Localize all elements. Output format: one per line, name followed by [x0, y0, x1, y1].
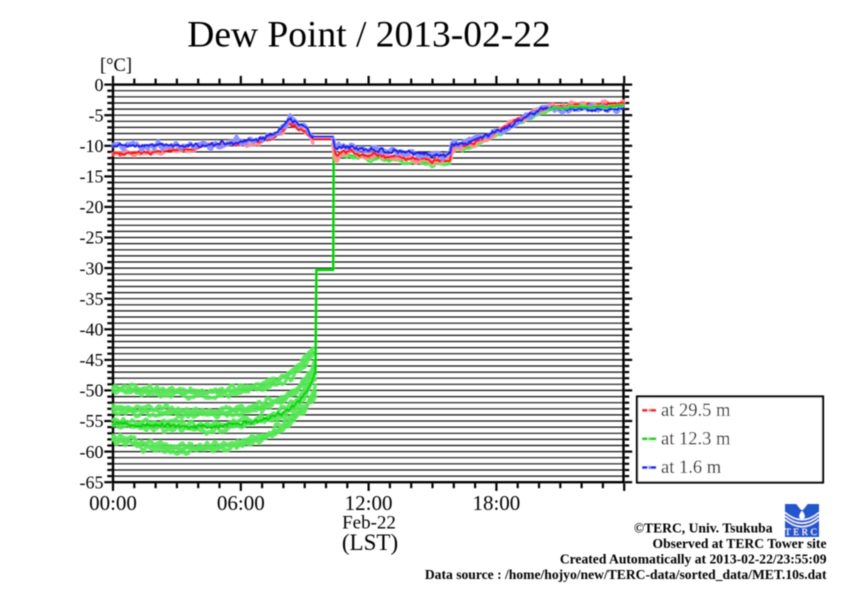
- svg-text:Observed at TERC Tower site: Observed at TERC Tower site: [653, 536, 827, 551]
- svg-text:0: 0: [95, 75, 104, 95]
- svg-text:-50: -50: [80, 381, 104, 401]
- svg-text:TERC: TERC: [785, 528, 820, 538]
- svg-text:-40: -40: [80, 320, 104, 340]
- svg-text:-15: -15: [80, 167, 104, 187]
- svg-text:-35: -35: [80, 289, 104, 309]
- svg-text:-30: -30: [80, 258, 104, 278]
- svg-text:12:00: 12:00: [345, 491, 393, 515]
- svg-text:-5: -5: [89, 105, 104, 125]
- svg-text:Feb-22: Feb-22: [342, 513, 396, 534]
- svg-text:-65: -65: [80, 472, 104, 492]
- svg-text:at 12.3 m: at 12.3 m: [661, 430, 731, 450]
- svg-text:-45: -45: [80, 350, 104, 370]
- svg-text:00:00: 00:00: [89, 491, 137, 515]
- svg-text:Data source : /home/hojyo/new/: Data source : /home/hojyo/new/TERC-data/…: [425, 567, 827, 582]
- svg-text:-20: -20: [80, 197, 104, 217]
- svg-text:[°C]: [°C]: [100, 56, 132, 76]
- svg-text:©TERC, Univ. Tsukuba: ©TERC, Univ. Tsukuba: [634, 521, 773, 536]
- svg-text:Dew Point / 2013-02-22: Dew Point / 2013-02-22: [187, 15, 551, 56]
- svg-text:-10: -10: [80, 136, 104, 156]
- svg-text:-55: -55: [80, 411, 104, 431]
- svg-text:(LST): (LST): [342, 530, 398, 555]
- svg-text:06:00: 06:00: [217, 491, 265, 515]
- svg-text:at 29.5 m: at 29.5 m: [661, 401, 731, 421]
- svg-text:-25: -25: [80, 228, 104, 248]
- svg-text:Created Automatically at 2013-: Created Automatically at 2013-02-22/23:5…: [560, 551, 827, 566]
- svg-text:-60: -60: [80, 442, 104, 462]
- svg-text:at 1.6 m: at 1.6 m: [661, 458, 722, 478]
- svg-text:18:00: 18:00: [472, 491, 520, 515]
